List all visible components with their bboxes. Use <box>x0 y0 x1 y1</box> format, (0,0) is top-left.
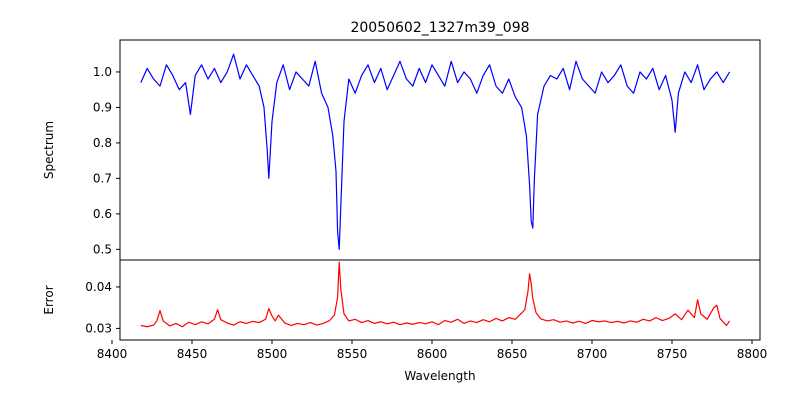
error-y-tick-label: 0.03 <box>85 321 112 335</box>
spectrum-y-tick-label: 0.7 <box>93 171 112 185</box>
spectrum-y-tick-label: 0.9 <box>93 100 112 114</box>
x-tick-label: 8400 <box>97 347 128 361</box>
x-axis-label: Wavelength <box>404 369 475 383</box>
error-series-line <box>140 261 731 328</box>
chart-title: 20050602_1327m39_098 <box>350 20 529 36</box>
spectrum-y-tick-label: 1.0 <box>93 65 112 79</box>
x-tick-label: 8600 <box>417 347 448 361</box>
error-y-tick-label: 0.04 <box>85 280 112 294</box>
x-tick-label: 8650 <box>497 347 528 361</box>
x-tick-label: 8750 <box>657 347 688 361</box>
spectrum-series-line <box>140 53 731 250</box>
spectrum-y-tick-label: 0.5 <box>93 242 112 256</box>
x-tick-label: 8550 <box>337 347 368 361</box>
spectrum-panel: 0.5 0.6 0.7 0.8 0.9 1.0 Spectrum <box>42 39 761 261</box>
error-panel: 0.03 0.04 8400 8450 8500 8550 8600 8650 8700 8750… <box>42 259 767 383</box>
x-tick-label: 8700 <box>577 347 608 361</box>
spectrum-y-tick-label: 0.6 <box>93 207 112 221</box>
x-tick-label: 8450 <box>177 347 208 361</box>
spectrum-y-axis-label: Spectrum <box>42 121 56 179</box>
x-tick-label: 8800 <box>737 347 768 361</box>
error-y-axis-label: Error <box>42 285 56 314</box>
error-plot-frame <box>119 259 761 341</box>
spectrum-y-ticks: 0.5 0.6 0.7 0.8 0.9 1.0 <box>93 65 120 256</box>
spectrum-y-tick-label: 0.8 <box>93 136 112 150</box>
error-axis-ticks: 0.03 0.04 8400 8450 8500 8550 8600 8650 8700 8750… <box>85 280 767 361</box>
x-tick-label: 8500 <box>257 347 288 361</box>
